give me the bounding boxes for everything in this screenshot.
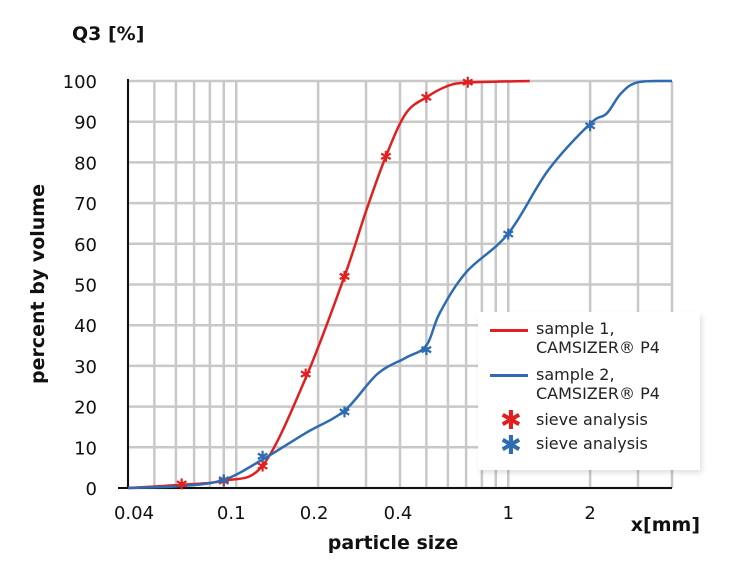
x-tick-label: 0.1	[217, 503, 246, 524]
sieve-marker-red	[380, 150, 392, 162]
legend-label-sample-1: sample 1, CAMSIZER® P4	[536, 319, 660, 357]
legend-label-sieve-blue: sieve analysis	[536, 434, 648, 453]
asterisk-stroke	[502, 230, 514, 238]
sieve-marker-red	[339, 270, 350, 282]
x-tick-label: 0.4	[384, 503, 413, 524]
sieve-marker-blue	[218, 474, 230, 486]
asterisk-stroke	[176, 480, 187, 488]
asterisk-stroke	[584, 122, 596, 130]
x-tick-label: 0.2	[300, 503, 329, 524]
y-tick-label: 90	[74, 113, 97, 134]
series-line-2	[127, 79, 673, 490]
y-tick-label: 0	[86, 479, 97, 500]
legend-swatch-sample-1	[490, 329, 528, 332]
y-tick-label: 10	[74, 438, 97, 459]
asterisk-stroke	[300, 370, 311, 378]
y-tick-label: 50	[74, 276, 97, 297]
sieve-marker-red	[421, 91, 432, 103]
legend: sample 1, CAMSIZER® P4 sample 2, CAMSIZER®…	[478, 312, 700, 470]
asterisk-stroke	[339, 408, 350, 416]
legend-marker-red-asterisk-icon: ✱	[500, 406, 522, 436]
sieve-marker-red	[300, 368, 311, 380]
legend-label-sample-2: sample 2, CAMSIZER® P4	[536, 365, 660, 403]
asterisk-stroke	[257, 452, 268, 460]
curves	[127, 76, 673, 490]
y-tick-label: 70	[74, 194, 97, 215]
sieve-marker-blue	[421, 344, 432, 356]
asterisk-stroke	[421, 93, 432, 101]
sieve-marker-blue	[257, 450, 268, 462]
legend-label-sieve-red: sieve analysis	[536, 410, 648, 429]
legend-marker-blue-asterisk-icon: ✱	[500, 431, 522, 461]
y-axis-label: percent by volume	[27, 184, 49, 384]
sieve-marker-red	[176, 478, 187, 490]
y-tick-label: 80	[74, 153, 97, 174]
y-tick-label: 40	[74, 316, 97, 337]
x-tick-label: 2	[584, 503, 595, 524]
y-title: Q3 [%]	[72, 23, 144, 45]
sieve-marker-blue	[339, 406, 350, 418]
y-tick-label: 20	[74, 398, 97, 419]
asterisk-stroke	[462, 78, 474, 86]
x-tick-label: 0.04	[114, 503, 154, 524]
asterisk-stroke	[421, 345, 432, 354]
y-tick-label: 30	[74, 357, 97, 378]
legend-swatch-sample-2	[490, 374, 528, 377]
x-axis-label: particle size	[328, 532, 458, 554]
sieve-marker-red	[257, 460, 268, 472]
x-tick-label: 1	[503, 503, 514, 524]
y-tick-label: 100	[63, 72, 97, 93]
asterisk-stroke	[257, 462, 268, 470]
sieve-marker-blue	[502, 228, 514, 240]
sieve-marker-red	[462, 76, 474, 88]
asterisk-stroke	[339, 272, 350, 281]
asterisk-stroke	[218, 476, 230, 484]
y-tick-label: 60	[74, 235, 97, 256]
tick-labels: 0 10 20 30 40 50 60 70 80 90 100 0.04 0.1 0.2 0.4 1 2	[63, 72, 596, 524]
x-unit-label: x[mm]	[631, 514, 700, 536]
sieve-marker-blue	[584, 120, 596, 132]
asterisk-stroke	[380, 152, 392, 160]
